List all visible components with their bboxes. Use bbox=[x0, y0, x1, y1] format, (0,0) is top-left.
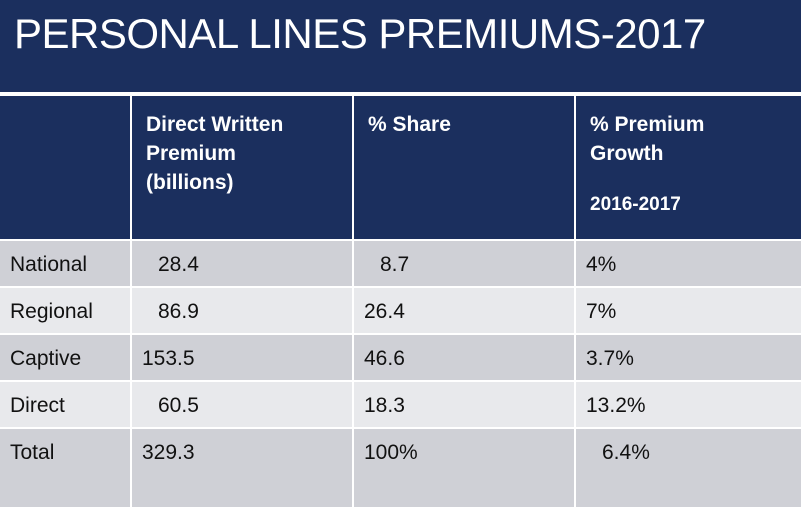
row-share: 26.4 bbox=[352, 287, 575, 335]
header-text: % Premium bbox=[590, 113, 705, 136]
header-text: Growth bbox=[590, 142, 664, 165]
table-row-total: Total 329.3 100% 6.4% bbox=[0, 428, 801, 507]
header-text: Direct Written bbox=[146, 113, 284, 136]
row-share: 100% bbox=[352, 428, 575, 507]
table-row: Direct 60.5 18.3 13.2% bbox=[0, 381, 801, 429]
row-share: 8.7 bbox=[352, 240, 575, 288]
row-category: Regional bbox=[0, 287, 131, 335]
row-premium: 28.4 bbox=[130, 240, 353, 288]
row-category: Captive bbox=[0, 334, 131, 382]
slide-title: PERSONAL LINES PREMIUMS-2017 bbox=[14, 10, 706, 57]
row-premium: 86.9 bbox=[130, 287, 353, 335]
header-direct-written-premium: Direct Written Premium (billions) bbox=[130, 96, 353, 241]
row-premium: 60.5 bbox=[130, 381, 353, 429]
table-row: National 28.4 8.7 4% bbox=[0, 240, 801, 288]
row-share: 46.6 bbox=[352, 334, 575, 382]
header-row: Direct Written Premium (billions) % Shar… bbox=[0, 96, 801, 241]
table-row: Captive 153.5 46.6 3.7% bbox=[0, 334, 801, 382]
row-share: 18.3 bbox=[352, 381, 575, 429]
table-row: Regional 86.9 26.4 7% bbox=[0, 287, 801, 335]
row-category: Direct bbox=[0, 381, 131, 429]
row-growth: 7% bbox=[574, 287, 801, 335]
header-premium-growth: % Premium Growth 2016-2017 bbox=[574, 96, 801, 241]
row-growth: 3.7% bbox=[574, 334, 801, 382]
header-years: 2016-2017 bbox=[590, 194, 681, 215]
row-premium: 329.3 bbox=[130, 428, 353, 507]
row-growth: 4% bbox=[574, 240, 801, 288]
header-category bbox=[0, 96, 131, 241]
premiums-table: Direct Written Premium (billions) % Shar… bbox=[0, 96, 801, 507]
header-text: Premium bbox=[146, 142, 236, 165]
row-growth: 6.4% bbox=[574, 428, 801, 507]
header-text: (billions) bbox=[146, 171, 234, 194]
row-category: National bbox=[0, 240, 131, 288]
row-premium: 153.5 bbox=[130, 334, 353, 382]
header-share: % Share bbox=[352, 96, 575, 241]
title-bar: PERSONAL LINES PREMIUMS-2017 bbox=[0, 0, 801, 92]
row-growth: 13.2% bbox=[574, 381, 801, 429]
row-category: Total bbox=[0, 428, 131, 507]
header-text: % Share bbox=[368, 113, 451, 136]
